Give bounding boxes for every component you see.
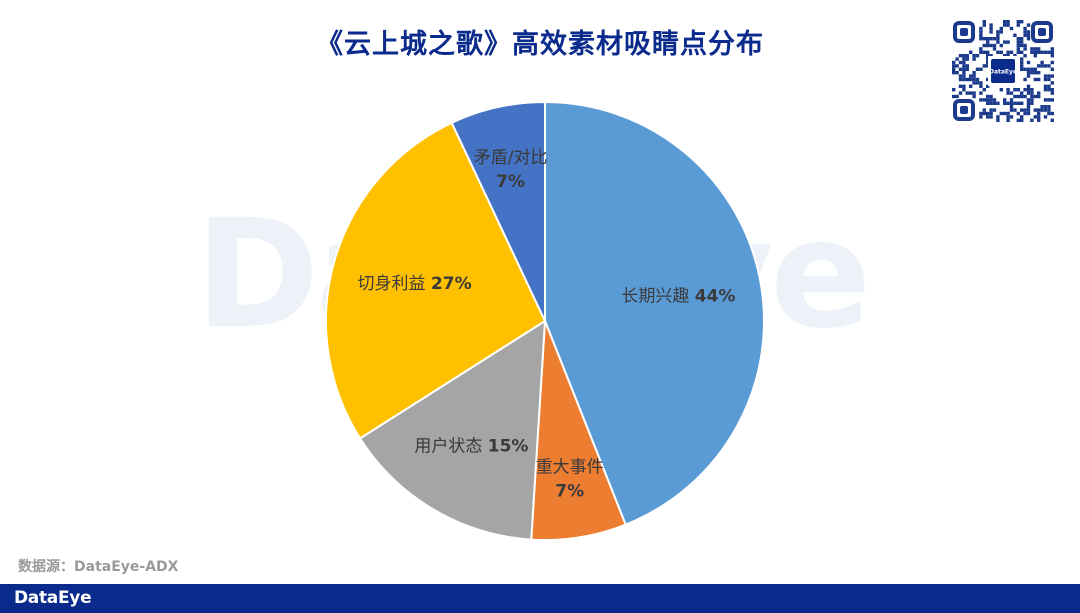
pie-slice-3 — [358, 319, 547, 541]
pie-slice-1 — [544, 100, 765, 526]
slice-label-2: 重大事件 7% — [536, 458, 604, 502]
qr-logo — [991, 59, 1015, 83]
qr-code: DataEye — [952, 20, 1054, 122]
pie-slice-5 — [450, 100, 546, 322]
pie-slice-4 — [325, 121, 547, 440]
slice-label-5: 矛盾/对比 7% — [474, 148, 548, 192]
data-source: 数据源：DataEye-ADX — [18, 559, 179, 575]
slice-label-4: 切身利益 27% — [358, 274, 472, 294]
chart-title: 《云上城之歌》高效素材吸睛点分布 — [316, 29, 764, 60]
qr-logo-text: DataEye — [989, 69, 1017, 76]
footer-logo: DataEye — [14, 588, 92, 608]
slice-label-3: 用户状态 15% — [414, 436, 528, 456]
footer-bar: DataEye — [0, 584, 1080, 613]
slice-label-1: 长期兴趣 44% — [621, 287, 735, 307]
pie-chart: 长期兴趣 44% 重大事件 7% 用户状态 15% 切身利益 27% 矛盾/对比 7% — [325, 100, 765, 541]
